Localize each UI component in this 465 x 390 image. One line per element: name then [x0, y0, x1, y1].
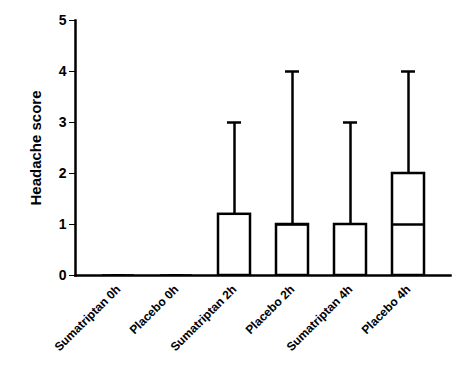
svg-text:2: 2 [59, 165, 67, 181]
svg-text:Sumatriptan 0h: Sumatriptan 0h [52, 282, 124, 354]
svg-text:Placebo 2h: Placebo 2h [243, 282, 298, 337]
svg-text:Sumatriptan 4h: Sumatriptan 4h [284, 282, 356, 354]
svg-text:1: 1 [59, 216, 67, 232]
svg-text:Headache score: Headache score [27, 90, 44, 205]
svg-text:0: 0 [59, 267, 67, 283]
svg-text:Placebo 0h: Placebo 0h [127, 282, 182, 337]
svg-text:Sumatriptan 2h: Sumatriptan 2h [168, 282, 240, 354]
svg-text:Placebo 4h: Placebo 4h [359, 282, 414, 337]
svg-text:4: 4 [59, 63, 67, 79]
svg-text:5: 5 [59, 12, 67, 28]
svg-text:3: 3 [59, 114, 67, 130]
